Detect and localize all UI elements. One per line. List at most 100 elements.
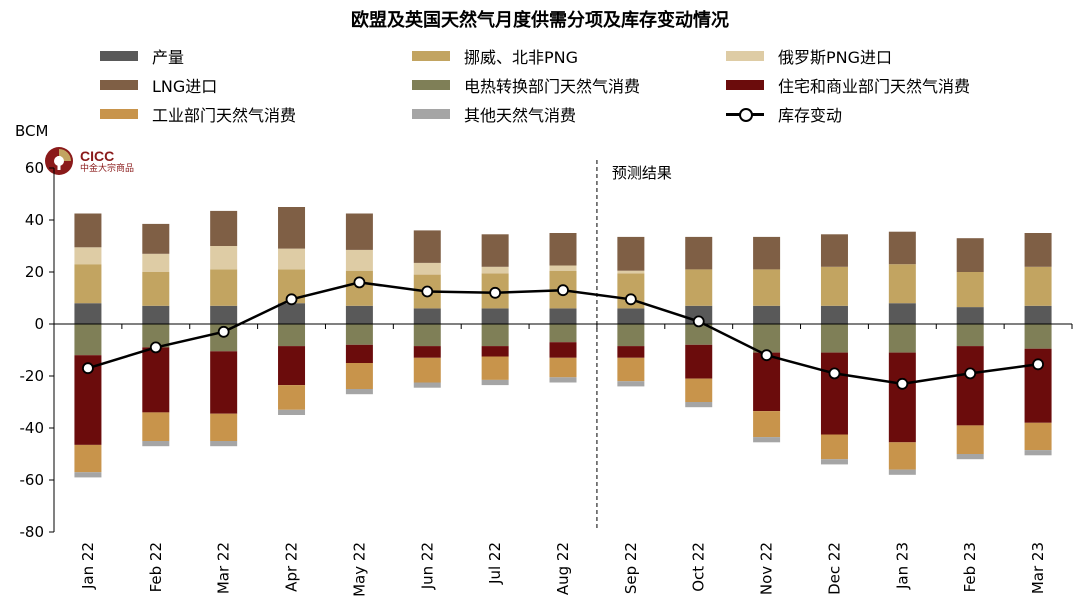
bar-segment (210, 305, 238, 324)
logo-name: CICC (80, 147, 115, 164)
legend-label: 住宅和商业部门天然气消费 (778, 77, 971, 96)
bar-segment (753, 324, 781, 353)
inventory-point (285, 293, 298, 306)
bar-segment (685, 378, 713, 402)
x-tick-label: Aug 22 (554, 542, 572, 595)
bar-segment (142, 347, 170, 413)
bar-segment (1024, 324, 1052, 349)
bar-segment (753, 269, 781, 306)
bar-segment (345, 249, 373, 271)
x-tick-label: Mar 22 (215, 542, 233, 594)
bar-segment (210, 413, 238, 441)
bar-segment (210, 246, 238, 270)
bar-segment (956, 272, 984, 308)
y-tick-label: -60 (20, 471, 45, 489)
bar-segment (617, 270, 645, 274)
bar-segment (210, 269, 238, 306)
y-tick-label: -20 (20, 367, 45, 385)
y-axis-label: BCM (15, 122, 48, 140)
bar-segment (345, 305, 373, 324)
bar-segment (481, 356, 509, 380)
bar-segment (481, 379, 509, 386)
bar-segment (413, 357, 441, 383)
bar-segment (820, 266, 848, 306)
legend-item: 电热转换部门天然气消费 (412, 71, 640, 99)
x-tick-label: Nov 22 (758, 542, 776, 595)
bar-segment (142, 272, 170, 306)
legend-item: 工业部门天然气消费 (100, 100, 296, 128)
bar-segment (820, 234, 848, 267)
legend-label: 工业部门天然气消费 (152, 106, 297, 125)
bar-segment (617, 381, 645, 387)
x-tick-label: Jan 23 (893, 542, 911, 590)
bar-segment (549, 342, 577, 358)
bar-segment (820, 352, 848, 435)
inventory-point (964, 367, 977, 380)
legend-item: 挪威、北非PNG (412, 42, 578, 70)
inventory-point (828, 367, 841, 380)
bar-segment (74, 213, 102, 248)
inventory-point (149, 341, 162, 354)
bar-segment (888, 324, 916, 353)
legend-item: 其他天然气消费 (412, 100, 576, 128)
bar-segment (820, 305, 848, 324)
bar-segment (820, 324, 848, 353)
legend-swatch (726, 80, 764, 90)
legend-swatch (412, 51, 450, 61)
y-tick-label: -40 (20, 419, 45, 437)
bar-segment (413, 308, 441, 324)
logo-subtitle: 中金大宗商品 (80, 163, 135, 174)
x-tick-label: Jun 22 (418, 542, 436, 590)
bar-segment (549, 265, 577, 271)
bar-segment (1024, 422, 1052, 451)
legend-swatch (412, 80, 450, 90)
bar-segment (888, 442, 916, 470)
legend-swatch (100, 109, 138, 119)
bar-segment (142, 305, 170, 324)
bar-segment (753, 411, 781, 438)
bar-segment (956, 324, 984, 347)
legend: 产量 挪威、北非PNG 俄罗斯PNG进口 LNG进口 电热转换部门天然气消费 住宅和商业部… (100, 42, 1060, 132)
legend-swatch (100, 80, 138, 90)
bar-segment (549, 308, 577, 324)
inventory-point (896, 377, 909, 390)
bar-segment (481, 266, 509, 274)
chart-title: 欧盟及英国天然气月度供需分项及库存变动情况 (351, 10, 729, 31)
bar-segment (1024, 305, 1052, 324)
bar-segment (685, 269, 713, 306)
bar-segment (549, 377, 577, 383)
inventory-point (421, 285, 434, 298)
bar-segment (345, 344, 373, 363)
bar-segment (278, 409, 306, 415)
bar-segment (617, 346, 645, 358)
bar-segment (956, 307, 984, 324)
legend-line-swatch (726, 107, 764, 122)
bar-segment (413, 346, 441, 358)
legend-swatch (412, 109, 450, 119)
bar-segment (278, 385, 306, 410)
bar-segment (481, 308, 509, 324)
x-tick-label: Apr 22 (283, 542, 301, 592)
bar-segment (685, 324, 713, 345)
bar-segment (210, 210, 238, 246)
x-tick-label: Jul 22 (486, 542, 504, 585)
bar-segment (956, 346, 984, 426)
bar-segment (278, 248, 306, 270)
inventory-point (760, 349, 773, 362)
x-tick-label: Mar 23 (1029, 542, 1047, 594)
bar-segment (549, 233, 577, 266)
bar-segment (142, 324, 170, 348)
bar-segment (413, 324, 441, 347)
x-tick-label: Feb 23 (961, 542, 979, 592)
bar-segment (413, 262, 441, 275)
bar-segment (278, 207, 306, 249)
bar-segment (345, 363, 373, 389)
legend-label: 电热转换部门天然气消费 (464, 77, 641, 96)
x-tick-label: Feb 22 (147, 542, 165, 592)
inventory-point (489, 286, 502, 299)
legend-label: 俄罗斯PNG进口 (778, 48, 893, 67)
bar-segment (142, 412, 170, 441)
legend-item: 库存变动 (726, 100, 842, 128)
bar-segment (210, 351, 238, 414)
y-tick-label: -80 (20, 523, 45, 541)
